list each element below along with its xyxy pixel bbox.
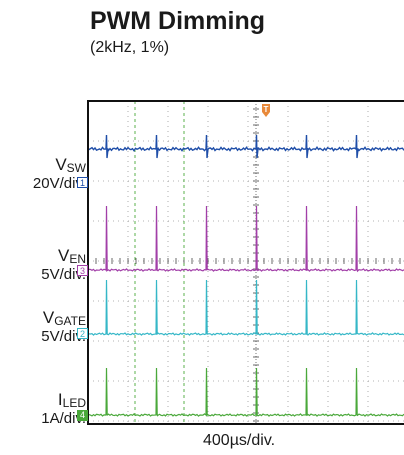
- channel-subscript: EN: [69, 252, 86, 266]
- channel-label-vsw: VSW 20V/div.: [32, 155, 86, 192]
- channel-3-marker: 3: [77, 265, 88, 276]
- plot-frame: [87, 100, 404, 425]
- channel-scale: 20V/div.: [32, 175, 86, 192]
- channel-label-vgate: VGATE 5V/div.: [41, 308, 86, 345]
- channel-symbol: I: [57, 390, 63, 409]
- channel-scale: 5V/div.: [41, 328, 86, 345]
- x-axis-label: 400µs/div.: [203, 432, 276, 449]
- trigger-marker: T: [262, 104, 270, 117]
- channel-symbol: V: [42, 308, 55, 327]
- trigger-icon: [262, 104, 270, 117]
- traces: [88, 134, 404, 418]
- trace-sw: [88, 134, 404, 159]
- trace-gate: [88, 279, 404, 336]
- channel-scale: 1A/div.: [41, 410, 86, 427]
- chart-title: PWM Dimming: [90, 7, 265, 35]
- trigger-label: T: [264, 105, 269, 114]
- channel-scale: 5V/div.: [41, 266, 86, 283]
- chart-subtitle: (2kHz, 1%): [90, 39, 170, 56]
- channel-4-marker: 4: [77, 410, 88, 421]
- channel-symbol: V: [57, 246, 70, 265]
- channel-subscript: SW: [66, 161, 86, 175]
- channel-1-marker: 1: [77, 177, 88, 188]
- grid: [87, 100, 404, 424]
- trace-led: [88, 367, 404, 418]
- channel-label-ven: VEN 5V/div.: [41, 246, 86, 283]
- channel-subscript: LED: [62, 396, 86, 410]
- channel-label-iled: ILED 1A/div.: [41, 390, 86, 427]
- channel-symbol: V: [55, 155, 67, 174]
- trace-en: [88, 205, 404, 273]
- channel-2-marker: 2: [77, 328, 88, 339]
- channel-subscript: GATE: [54, 314, 86, 328]
